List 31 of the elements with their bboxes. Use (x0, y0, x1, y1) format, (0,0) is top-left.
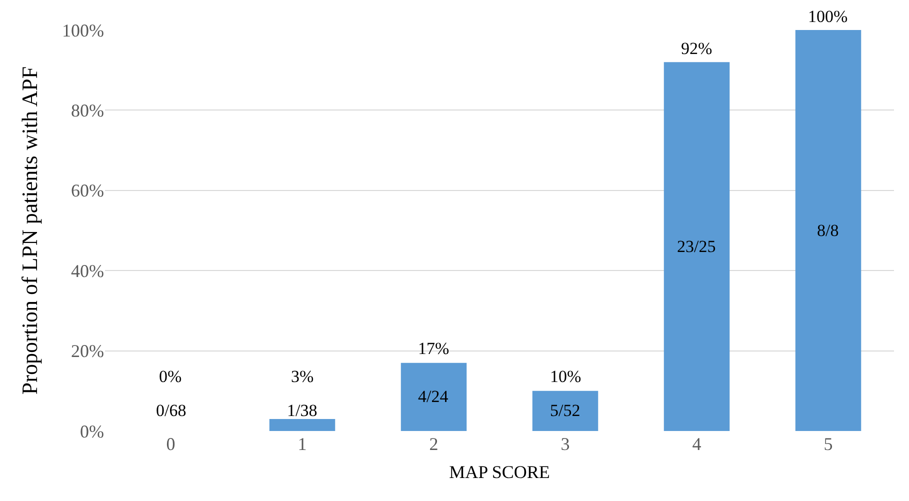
x-tick-label: 1 (298, 434, 307, 454)
data-label: 0% (159, 367, 182, 386)
data-label: 3% (291, 367, 314, 386)
annotation: 4/24 (418, 387, 449, 406)
y-tick-label: 0% (80, 421, 104, 442)
y-tick-label: 60% (71, 180, 104, 201)
bar (269, 418, 336, 431)
annotation: 5/52 (550, 401, 580, 420)
annotation: 23/25 (677, 237, 716, 256)
y-tick-label: 40% (71, 260, 104, 281)
bar (532, 390, 598, 431)
data-label: 100% (808, 7, 848, 26)
x-tick-label: 5 (824, 434, 833, 454)
x-tick-label: 2 (429, 434, 438, 454)
x-axis-title: MAP SCORE (449, 462, 550, 482)
x-tick-label: 3 (560, 434, 570, 454)
annotation: 1/38 (287, 401, 318, 420)
y-tick-label: 80% (71, 100, 104, 120)
x-tick-label: 0 (166, 434, 176, 454)
data-label: 10% (550, 367, 582, 386)
y-tick-label: 20% (71, 341, 104, 362)
annotation: 0/68 (156, 401, 186, 420)
bar (400, 362, 467, 431)
data-label: 92% (681, 39, 712, 58)
y-tick-label: 100% (62, 20, 104, 40)
y-axis-title: Proportion of LPN patients with APF (16, 66, 42, 395)
annotation: 8/8 (817, 221, 839, 240)
bar (795, 30, 862, 431)
bar (664, 62, 730, 431)
data-label: 17% (418, 339, 450, 358)
x-tick-label: 4 (692, 434, 702, 454)
